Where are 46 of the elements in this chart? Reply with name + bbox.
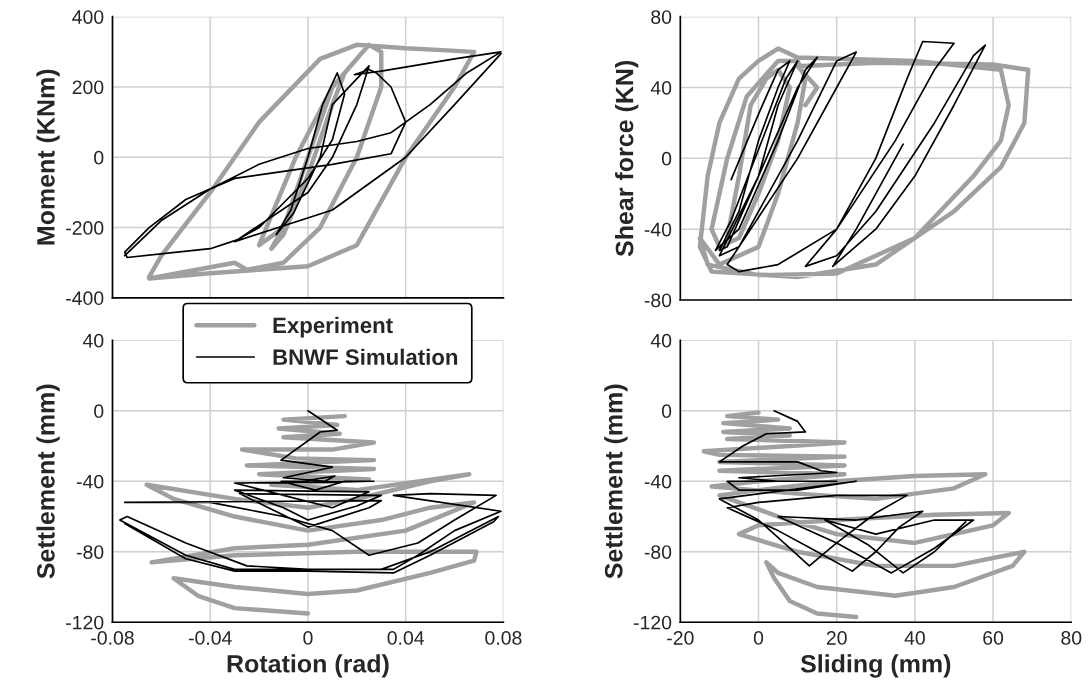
- y-tick-label: -200: [66, 221, 104, 235]
- line-series: [718, 409, 975, 574]
- y-axis-title: Settlement (mm): [36, 384, 60, 579]
- y-tick-label: 0: [661, 151, 672, 166]
- y-tick-label: -40: [644, 222, 672, 237]
- x-tick-label: 80: [1061, 631, 1082, 645]
- y-tick-label: 80: [651, 10, 672, 24]
- y-axis-title: Settlement (mm): [604, 384, 628, 579]
- legend-label: BNWF Simulation: [273, 348, 458, 366]
- x-tick-label: 20: [826, 631, 847, 645]
- x-axis-title: Rotation (rad): [227, 654, 389, 678]
- line-series: [714, 40, 987, 273]
- line-series: [123, 51, 502, 259]
- legend-label: Experiment: [273, 316, 393, 338]
- x-tick-label: 40: [904, 631, 925, 645]
- y-tick-label: 0: [661, 404, 672, 419]
- x-axis-title: Sliding (mm): [800, 654, 951, 678]
- y-axis-title: Shear force (KN): [615, 60, 639, 257]
- y-tick-label: -80: [644, 545, 672, 559]
- x-tick-label: 0.04: [387, 631, 425, 645]
- y-tick-label: -80: [644, 293, 672, 308]
- x-tick-label: -20: [667, 631, 694, 645]
- y-tick-label: -120: [633, 615, 672, 630]
- y-axis-title: Moment (KNm): [36, 69, 60, 245]
- y-tick-label: -400: [66, 291, 104, 306]
- x-tick-label: 0.08: [485, 631, 522, 645]
- line-series: [146, 42, 477, 281]
- line-series: [144, 413, 479, 616]
- x-tick-label: 0: [753, 631, 764, 645]
- line-series: [697, 46, 1031, 280]
- y-tick-label: 40: [650, 80, 672, 95]
- x-tick-label: 0: [303, 631, 313, 645]
- y-tick-label: 400: [72, 10, 104, 24]
- y-tick-label: -40: [76, 474, 104, 489]
- y-tick-label: 0: [94, 150, 104, 165]
- y-tick-label: -120: [66, 615, 104, 630]
- y-tick-label: 200: [72, 80, 104, 95]
- y-tick-label: 40: [82, 333, 104, 348]
- y-tick-label: -80: [76, 545, 104, 559]
- line-series: [118, 409, 502, 574]
- x-tick-label: 60: [983, 631, 1004, 645]
- y-tick-label: 40: [650, 333, 672, 348]
- x-tick-label: -0.08: [91, 631, 134, 645]
- y-tick-label: 0: [94, 404, 104, 419]
- x-tick-label: -0.04: [188, 631, 232, 645]
- y-tick-label: -40: [644, 474, 672, 489]
